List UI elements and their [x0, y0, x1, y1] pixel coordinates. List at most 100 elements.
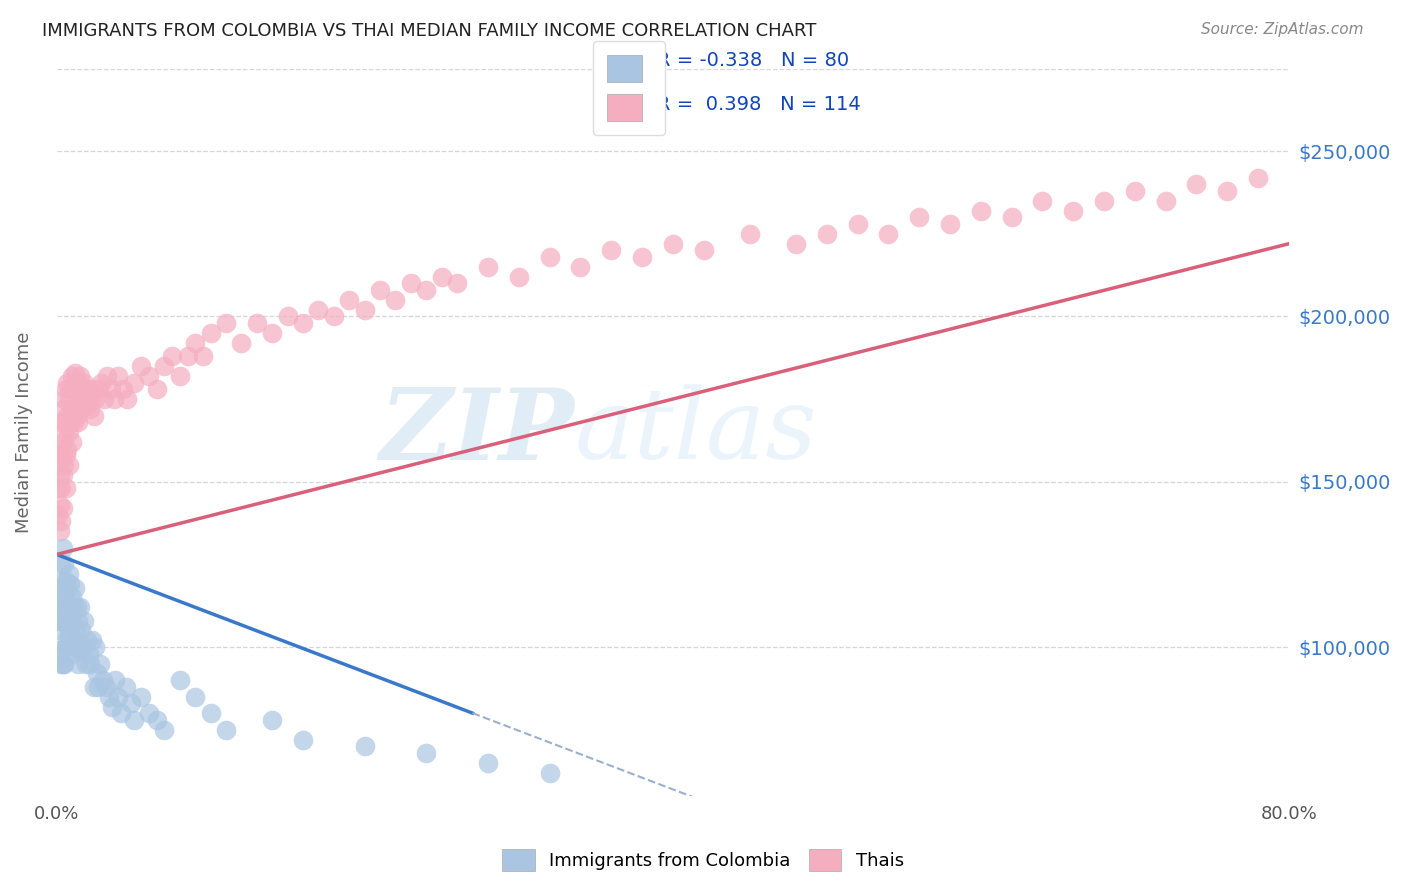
Point	[215, 316, 238, 330]
Point	[52, 541, 75, 555]
Point	[94, 680, 117, 694]
Point	[184, 690, 207, 704]
Point	[48, 524, 70, 539]
Point	[1123, 184, 1146, 198]
Point	[80, 633, 103, 648]
Point	[52, 657, 75, 671]
Point	[63, 399, 86, 413]
Point	[600, 244, 623, 258]
Point	[90, 376, 112, 390]
Point	[73, 376, 96, 390]
Point	[93, 392, 115, 406]
Point	[138, 706, 160, 720]
Point	[67, 657, 90, 671]
Point	[58, 567, 80, 582]
Point	[46, 649, 69, 664]
Point	[69, 600, 91, 615]
Point	[117, 392, 139, 406]
Y-axis label: Median Family Income: Median Family Income	[15, 332, 32, 533]
Point	[100, 382, 122, 396]
Point	[277, 310, 299, 324]
Point	[60, 591, 83, 605]
Point	[48, 468, 70, 483]
Point	[53, 657, 76, 671]
Point	[67, 614, 90, 628]
Point	[384, 293, 406, 307]
Point	[56, 442, 79, 456]
Point	[337, 293, 360, 307]
Point	[56, 633, 79, 648]
Point	[84, 392, 107, 406]
Point	[76, 633, 98, 648]
Point	[59, 415, 82, 429]
Point	[70, 624, 93, 638]
Point	[63, 624, 86, 638]
Point	[46, 458, 69, 473]
Point	[101, 699, 124, 714]
Text: IMMIGRANTS FROM COLOMBIA VS THAI MEDIAN FAMILY INCOME CORRELATION CHART: IMMIGRANTS FROM COLOMBIA VS THAI MEDIAN …	[42, 22, 817, 40]
Point	[46, 624, 69, 638]
Point	[58, 425, 80, 439]
Point	[72, 640, 94, 654]
Point	[122, 713, 145, 727]
Point	[292, 316, 315, 330]
Point	[51, 657, 73, 671]
Point	[67, 415, 90, 429]
Point	[58, 627, 80, 641]
Point	[51, 515, 73, 529]
Point	[846, 217, 869, 231]
Point	[66, 409, 89, 423]
Point	[48, 442, 70, 456]
Point	[215, 723, 238, 737]
Point	[169, 673, 191, 687]
Point	[73, 614, 96, 628]
Point	[55, 481, 77, 495]
Point	[67, 382, 90, 396]
Point	[122, 376, 145, 390]
Point	[970, 203, 993, 218]
Point	[131, 359, 153, 373]
Point	[120, 696, 142, 710]
Point	[76, 382, 98, 396]
Point	[56, 376, 79, 390]
Point	[53, 392, 76, 406]
Point	[79, 402, 101, 417]
Point	[1031, 194, 1053, 208]
Text: ZIP: ZIP	[380, 384, 574, 481]
Point	[107, 690, 129, 704]
Text: R = -0.338   N = 80: R = -0.338 N = 80	[657, 51, 849, 70]
Point	[51, 558, 73, 572]
Point	[56, 607, 79, 621]
Point	[1062, 203, 1084, 218]
Point	[59, 382, 82, 396]
Point	[58, 458, 80, 473]
Point	[51, 415, 73, 429]
Point	[176, 349, 198, 363]
Text: atlas: atlas	[574, 384, 817, 480]
Point	[56, 409, 79, 423]
Point	[1092, 194, 1115, 208]
Point	[77, 647, 100, 661]
Point	[83, 409, 105, 423]
Point	[1216, 184, 1239, 198]
Point	[75, 657, 97, 671]
Point	[52, 574, 75, 588]
Point	[692, 244, 714, 258]
Point	[77, 392, 100, 406]
Point	[1185, 178, 1208, 192]
Point	[1001, 211, 1024, 225]
Point	[69, 402, 91, 417]
Point	[51, 448, 73, 462]
Point	[308, 302, 330, 317]
Point	[415, 283, 437, 297]
Point	[59, 607, 82, 621]
Point	[83, 680, 105, 694]
Point	[446, 277, 468, 291]
Point	[53, 614, 76, 628]
Point	[292, 732, 315, 747]
Legend: , : ,	[593, 41, 665, 135]
Point	[66, 600, 89, 615]
Point	[48, 614, 70, 628]
Point	[52, 402, 75, 417]
Point	[55, 640, 77, 654]
